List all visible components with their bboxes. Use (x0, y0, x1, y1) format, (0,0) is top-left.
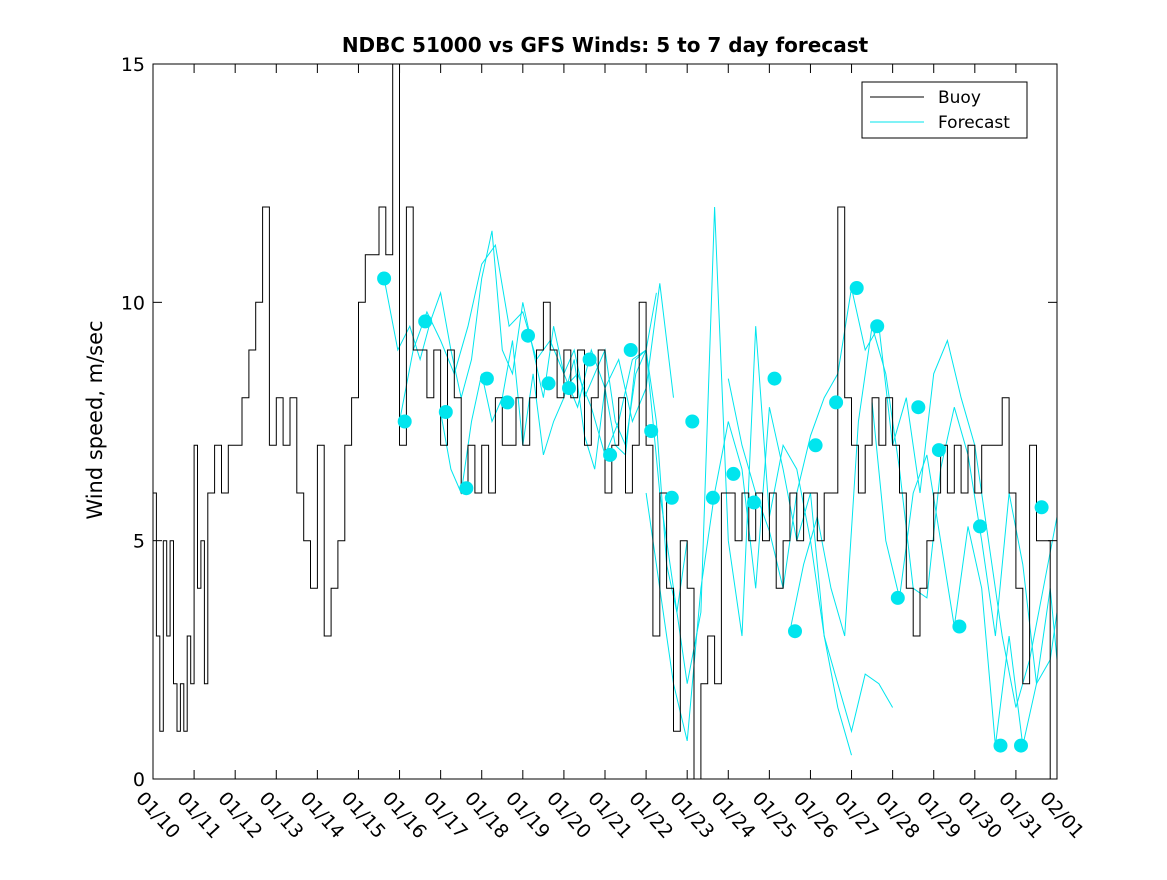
plot-area (153, 63, 1058, 780)
forecast-run-line (789, 326, 1058, 686)
forecast-marker (1014, 738, 1028, 753)
forecast-marker (623, 343, 638, 357)
forecast-marker (664, 490, 679, 505)
y-tick-label: 5 (133, 531, 145, 553)
forecast-marker (890, 590, 905, 605)
forecast-marker (747, 495, 761, 510)
forecast-marker (521, 328, 535, 343)
forecast-marker (849, 281, 864, 295)
forecast-marker (644, 424, 659, 438)
buoy-series-line (153, 63, 1057, 780)
forecast-marker (931, 443, 946, 458)
forecast-marker (829, 395, 844, 410)
forecast-marker (870, 319, 885, 334)
forecast-marker (726, 466, 741, 481)
legend-forecast-label: Forecast (938, 113, 1010, 133)
forecast-marker (459, 481, 474, 496)
forecast-marker (993, 738, 1008, 753)
forecast-marker (582, 352, 597, 367)
y-tick-label: 0 (133, 769, 145, 791)
forecast-marker (788, 624, 802, 639)
legend-buoy-label: Buoy (938, 88, 981, 108)
y-tick-label: 15 (121, 54, 145, 76)
forecast-marker (377, 271, 392, 286)
forecast-run-line (645, 407, 894, 742)
legend: Buoy Forecast (861, 81, 1028, 139)
forecast-marker (438, 405, 453, 419)
forecast-marker (705, 490, 720, 505)
forecast-marker (397, 414, 412, 429)
forecast-marker (808, 438, 823, 453)
forecast-marker (1034, 500, 1049, 515)
forecast-marker (973, 519, 987, 534)
forecast-marker (541, 376, 556, 391)
chart-title: NDBC 51000 vs GFS Winds: 5 to 7 day fore… (342, 33, 869, 57)
y-axis-label: Wind speed, m/sec (83, 320, 107, 519)
forecast-marker (500, 395, 515, 410)
forecast-marker (418, 314, 433, 329)
forecast-marker (479, 371, 494, 386)
forecast-run-line (383, 230, 657, 448)
forecast-marker (767, 371, 782, 386)
forecast-marker (685, 414, 700, 429)
legend-box (861, 81, 1028, 139)
forecast-marker (603, 447, 618, 462)
forecast-marker (911, 400, 926, 415)
forecast-run-line (871, 402, 1058, 746)
y-tick-label: 10 (121, 292, 145, 314)
forecast-marker (952, 619, 967, 634)
forecast-marker (562, 381, 576, 396)
